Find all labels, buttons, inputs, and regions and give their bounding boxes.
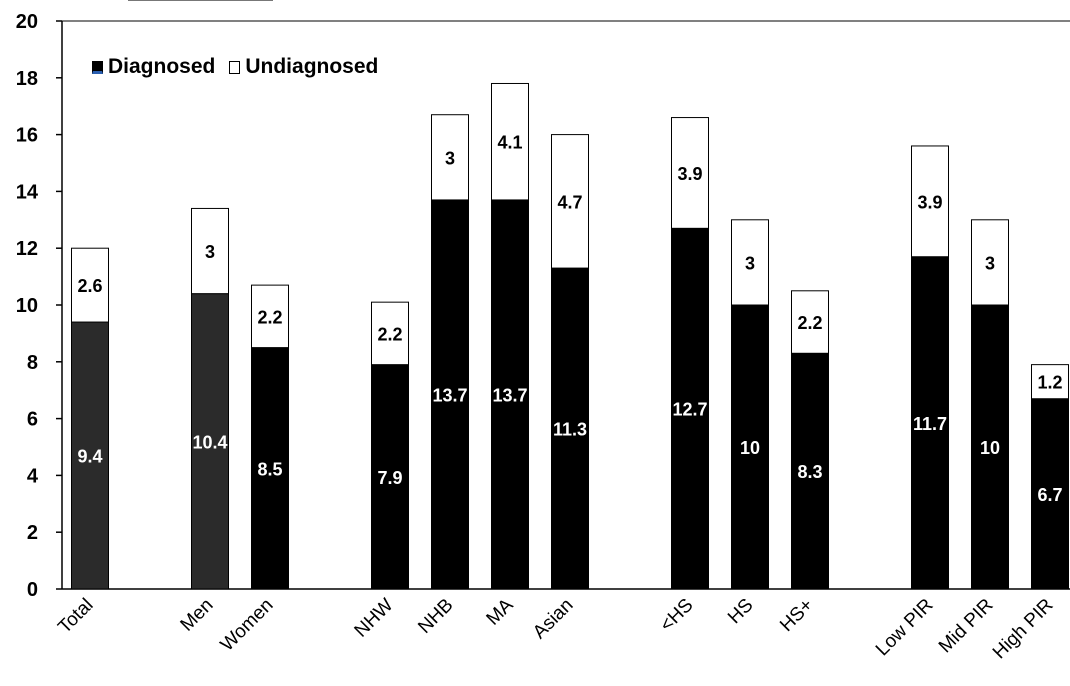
data-label-diagnosed: 8.5	[257, 459, 282, 479]
data-label-undiagnosed: 3	[445, 148, 455, 168]
x-tick-label: <HS	[656, 595, 697, 636]
bar-diagnosed	[491, 199, 529, 590]
bar-diagnosed	[971, 304, 1009, 590]
legend: Diagnosed Undiagnosed	[92, 55, 392, 79]
data-label-diagnosed: 13.7	[492, 385, 527, 405]
bar-diagnosed	[551, 267, 589, 590]
bar-undiagnosed	[191, 207, 229, 295]
data-label-diagnosed: 10.4	[192, 432, 227, 452]
x-tick-label: NHB	[414, 595, 457, 638]
data-label-diagnosed: 9.4	[77, 447, 102, 467]
bar-undiagnosed	[731, 219, 769, 306]
x-tick-label: Women	[217, 595, 278, 656]
legend-diagnosed-label: Diagnosed	[108, 55, 216, 78]
data-label-diagnosed: 11.3	[553, 420, 587, 440]
legend-diagnosed-swatch	[92, 60, 103, 74]
data-label-undiagnosed: 4.7	[557, 192, 582, 212]
y-tick-label: 0	[27, 579, 38, 601]
bar-undiagnosed	[791, 290, 829, 354]
x-tick-label: Low PIR	[872, 595, 938, 661]
decorative-line	[128, 0, 273, 1]
legend-undiagnosed-swatch	[229, 60, 241, 74]
data-label-diagnosed: 6.7	[1037, 485, 1062, 505]
x-tick-label: Asian	[529, 595, 577, 643]
bar-diagnosed	[191, 293, 229, 590]
data-label-undiagnosed: 2.2	[377, 324, 402, 344]
x-tick-label: HS	[724, 595, 758, 629]
x-tick-labels: Total Men Women NHW NHB MA Asian <HS HS HS+ Low PI…	[54, 594, 1057, 663]
bar-undiagnosed	[371, 301, 409, 366]
bar-undiagnosed	[1031, 364, 1069, 400]
bar-diagnosed	[731, 304, 769, 590]
x-tick-label: High PIR	[989, 595, 1058, 664]
x-tick-label: MA	[483, 594, 518, 629]
data-label-undiagnosed: 3	[985, 253, 995, 273]
y-axis: 0 2 4 6 8 10 12 14 16 18 20	[16, 11, 1070, 601]
data-label-undiagnosed: 4.1	[497, 133, 522, 153]
bars-group: 9.4 2.6 10.4 3 8.5 2.2 7.9 2.2 13.7 3 13.7 4.1 11.3 4…	[71, 82, 1069, 590]
bar-undiagnosed	[551, 134, 589, 269]
data-label-undiagnosed: 2.6	[77, 276, 102, 296]
bar-diagnosed	[71, 321, 109, 590]
bar-undiagnosed	[491, 82, 529, 201]
bar-diagnosed	[911, 256, 949, 590]
y-tick-label: 8	[27, 352, 38, 374]
y-tick-label: 4	[27, 465, 39, 487]
data-label-diagnosed: 8.3	[797, 462, 822, 482]
bar-undiagnosed	[71, 247, 109, 323]
bar-undiagnosed	[431, 114, 469, 201]
x-tick-label: NHW	[351, 595, 398, 642]
bar-diagnosed	[1031, 398, 1069, 590]
y-tick-label: 10	[16, 295, 38, 317]
x-tick-label: Men	[177, 595, 218, 636]
data-label-undiagnosed: 3.9	[917, 192, 942, 212]
bar-diagnosed	[431, 199, 469, 590]
bar-diagnosed	[251, 347, 289, 590]
y-tick-label: 12	[16, 238, 38, 260]
data-label-diagnosed: 7.9	[377, 468, 402, 488]
data-label-diagnosed: 10	[740, 438, 760, 458]
y-tick-label: 14	[16, 181, 39, 203]
y-tick-label: 18	[16, 68, 38, 90]
data-label-undiagnosed: 2.2	[257, 307, 282, 327]
x-tick-label: Total	[54, 595, 97, 638]
y-tick-label: 20	[16, 11, 38, 33]
y-tick-label: 6	[27, 409, 38, 431]
bar-diagnosed	[371, 364, 409, 590]
bar-diagnosed	[671, 227, 709, 590]
bar-undiagnosed	[911, 145, 949, 258]
legend-undiagnosed-label: Undiagnosed	[245, 55, 379, 78]
data-label-diagnosed: 12.7	[672, 400, 707, 420]
data-label-diagnosed: 11.7	[913, 414, 947, 434]
bar-undiagnosed	[251, 284, 289, 349]
data-label-diagnosed: 13.7	[432, 385, 467, 405]
bar-undiagnosed	[971, 219, 1009, 306]
data-label-diagnosed: 10	[980, 438, 1000, 458]
y-tick-label: 16	[16, 125, 38, 147]
data-label-undiagnosed: 3.9	[677, 164, 702, 184]
x-tick-label: HS+	[776, 595, 817, 636]
data-label-undiagnosed: 2.2	[797, 313, 822, 333]
bar-undiagnosed	[671, 117, 709, 229]
data-label-undiagnosed: 3	[205, 242, 215, 262]
data-label-undiagnosed: 3	[745, 253, 755, 273]
y-tick-label: 2	[27, 522, 38, 544]
data-label-undiagnosed: 1.2	[1037, 373, 1062, 393]
